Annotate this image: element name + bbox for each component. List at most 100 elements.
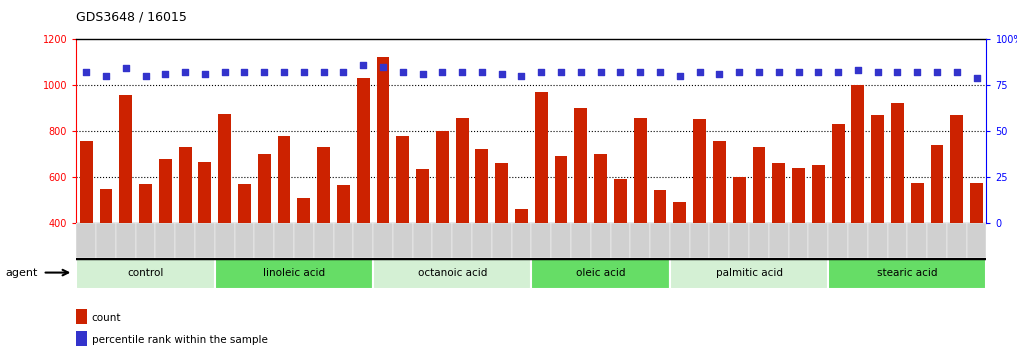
Bar [792, 168, 804, 315]
Bar [116, 223, 135, 258]
Point [612, 69, 629, 75]
Bar [531, 258, 670, 289]
Point [751, 69, 767, 75]
Bar [931, 145, 944, 315]
Bar [634, 118, 647, 315]
Bar [139, 184, 152, 315]
Bar [828, 258, 986, 289]
Point [434, 69, 451, 75]
Text: GDS3648 / 16015: GDS3648 / 16015 [76, 11, 187, 24]
Bar [275, 223, 294, 258]
Text: octanoic acid: octanoic acid [418, 268, 487, 279]
Bar [575, 108, 587, 315]
Bar [278, 136, 291, 315]
Bar [888, 223, 907, 258]
Bar [76, 258, 215, 289]
Point [771, 69, 787, 75]
Point [731, 69, 747, 75]
Bar [694, 119, 706, 315]
Bar [432, 223, 453, 258]
Point [533, 69, 549, 75]
Bar [313, 223, 334, 258]
Text: linoleic acid: linoleic acid [262, 268, 325, 279]
Bar [950, 115, 963, 315]
Point [711, 71, 727, 77]
Point [811, 69, 827, 75]
Bar [436, 131, 448, 315]
Text: count: count [92, 313, 121, 323]
Point [593, 69, 609, 75]
Point [177, 69, 193, 75]
Bar [851, 85, 864, 315]
Bar [96, 223, 116, 258]
Bar [710, 223, 729, 258]
Bar [750, 223, 769, 258]
Point [870, 69, 886, 75]
Bar [928, 223, 947, 258]
Text: palmitic acid: palmitic acid [716, 268, 782, 279]
Bar [373, 223, 393, 258]
Bar [317, 147, 331, 315]
Bar [809, 223, 828, 258]
Bar [476, 149, 488, 315]
Bar [891, 103, 904, 315]
Bar [376, 57, 390, 315]
Bar [235, 223, 254, 258]
Bar [294, 223, 313, 258]
Bar [179, 147, 191, 315]
Point [196, 71, 213, 77]
Bar [195, 223, 215, 258]
Bar [159, 159, 172, 315]
Text: oleic acid: oleic acid [576, 268, 625, 279]
Bar [535, 92, 548, 315]
Bar [79, 141, 93, 315]
Point [256, 69, 273, 75]
Bar [119, 95, 132, 315]
Bar [76, 331, 87, 346]
Text: agent: agent [5, 268, 38, 278]
Bar [357, 78, 369, 315]
Point [553, 69, 570, 75]
Bar [673, 202, 686, 315]
Bar [515, 209, 528, 315]
Bar [911, 183, 923, 315]
Bar [670, 223, 690, 258]
Bar [531, 223, 551, 258]
Bar [76, 223, 96, 258]
Point [671, 73, 687, 79]
Bar [215, 223, 235, 258]
Point [929, 69, 945, 75]
Bar [453, 223, 472, 258]
Bar [334, 223, 353, 258]
Bar [495, 163, 508, 315]
Point [474, 69, 490, 75]
Point [968, 75, 984, 80]
Bar [297, 198, 310, 315]
Bar [631, 223, 650, 258]
Point [493, 71, 510, 77]
Text: stearic acid: stearic acid [877, 268, 938, 279]
Bar [732, 177, 745, 315]
Bar [650, 223, 670, 258]
Bar [872, 115, 884, 315]
Point [98, 73, 114, 79]
Bar [690, 223, 710, 258]
Bar [967, 223, 986, 258]
Point [909, 69, 925, 75]
Point [296, 69, 312, 75]
Bar [947, 223, 967, 258]
Point [336, 69, 352, 75]
Bar [670, 258, 828, 289]
Point [236, 69, 252, 75]
Bar [772, 163, 785, 315]
Bar [554, 156, 567, 315]
Bar [393, 223, 413, 258]
Bar [413, 223, 432, 258]
Point [573, 69, 589, 75]
Point [315, 69, 332, 75]
Point [790, 69, 806, 75]
Point [889, 69, 905, 75]
Point [454, 69, 470, 75]
Point [830, 69, 846, 75]
Bar [729, 223, 750, 258]
